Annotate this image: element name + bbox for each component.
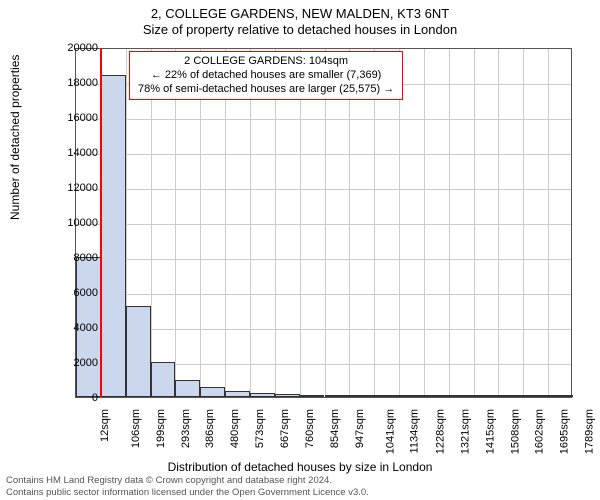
plot-box bbox=[75, 48, 572, 398]
ytick-label: 14000 bbox=[48, 147, 98, 159]
xtick-label: 573sqm bbox=[254, 409, 266, 448]
gridline-v bbox=[399, 49, 400, 397]
gridline-v bbox=[275, 49, 276, 397]
xtick-label: 760sqm bbox=[304, 409, 316, 448]
ytick-label: 16000 bbox=[48, 112, 98, 124]
ytick-label: 10000 bbox=[48, 217, 98, 229]
ytick-label: 4000 bbox=[48, 322, 98, 334]
histogram-bar bbox=[300, 395, 325, 397]
ytick-label: 20000 bbox=[48, 42, 98, 54]
xtick-label: 1134sqm bbox=[409, 409, 421, 453]
footer-line-1: Contains HM Land Registry data © Crown c… bbox=[6, 475, 594, 486]
histogram-bar bbox=[175, 380, 200, 398]
xtick-label: 667sqm bbox=[279, 409, 291, 448]
xtick-label: 1041sqm bbox=[385, 409, 397, 454]
xtick-label: 1415sqm bbox=[484, 409, 496, 454]
gridline-v bbox=[349, 49, 350, 397]
gridline-v bbox=[151, 49, 152, 397]
xtick-label: 1789sqm bbox=[583, 409, 595, 454]
ytick-label: 18000 bbox=[48, 77, 98, 89]
gridline-v bbox=[225, 49, 226, 397]
marker-line bbox=[100, 49, 102, 397]
xtick-label: 1602sqm bbox=[534, 409, 546, 454]
xtick-label: 386sqm bbox=[205, 409, 217, 448]
histogram-bar bbox=[474, 395, 499, 397]
histogram-bar bbox=[424, 395, 449, 397]
histogram-bar bbox=[449, 395, 474, 397]
xtick-label: 1695sqm bbox=[559, 409, 571, 454]
histogram-bar bbox=[498, 395, 523, 397]
histogram-bar bbox=[200, 387, 225, 397]
histogram-bar bbox=[225, 391, 250, 397]
footer-line-2: Contains public sector information licen… bbox=[6, 487, 594, 498]
title-main: 2, COLLEGE GARDENS, NEW MALDEN, KT3 6NT bbox=[0, 0, 600, 21]
footer: Contains HM Land Registry data © Crown c… bbox=[6, 475, 594, 498]
gridline-v bbox=[474, 49, 475, 397]
gridline-v bbox=[250, 49, 251, 397]
gridline-v bbox=[449, 49, 450, 397]
xtick-label: 199sqm bbox=[155, 409, 167, 448]
xtick-label: 12sqm bbox=[99, 409, 111, 442]
annotation-line: ← 22% of detached houses are smaller (7,… bbox=[138, 69, 394, 83]
gridline-v bbox=[325, 49, 326, 397]
histogram-bar bbox=[126, 306, 151, 397]
histogram-bar bbox=[523, 395, 548, 397]
ytick-label: 8000 bbox=[48, 252, 98, 264]
annotation-line: 2 COLLEGE GARDENS: 104sqm bbox=[138, 55, 394, 69]
xtick-label: 106sqm bbox=[130, 409, 142, 448]
histogram-bar bbox=[101, 75, 126, 397]
gridline-v bbox=[175, 49, 176, 397]
gridline-v bbox=[498, 49, 499, 397]
xtick-label: 854sqm bbox=[329, 409, 341, 448]
x-axis-label: Distribution of detached houses by size … bbox=[0, 460, 600, 474]
gridline-v bbox=[300, 49, 301, 397]
annotation-line: 78% of semi-detached houses are larger (… bbox=[138, 83, 394, 97]
histogram-bar bbox=[151, 362, 176, 397]
histogram-bar bbox=[275, 394, 300, 397]
plot-area: 2 COLLEGE GARDENS: 104sqm← 22% of detach… bbox=[75, 48, 572, 398]
gridline-v bbox=[424, 49, 425, 397]
gridline-v bbox=[548, 49, 549, 397]
ytick-label: 6000 bbox=[48, 287, 98, 299]
ytick-label: 12000 bbox=[48, 182, 98, 194]
xtick-label: 1321sqm bbox=[459, 409, 471, 454]
ytick-label: 2000 bbox=[48, 357, 98, 369]
annotation-box: 2 COLLEGE GARDENS: 104sqm← 22% of detach… bbox=[129, 51, 403, 100]
histogram-bar bbox=[349, 395, 374, 397]
title-sub: Size of property relative to detached ho… bbox=[0, 21, 600, 37]
histogram-bar bbox=[325, 395, 350, 397]
xtick-label: 947sqm bbox=[354, 409, 366, 448]
xtick-label: 1508sqm bbox=[509, 409, 521, 454]
histogram-bar bbox=[250, 393, 275, 397]
histogram-bar bbox=[548, 395, 573, 397]
y-axis-label: Number of detached properties bbox=[8, 55, 22, 220]
gridline-v bbox=[200, 49, 201, 397]
histogram-bar bbox=[374, 395, 399, 397]
histogram-bar bbox=[399, 395, 424, 397]
gridline-v bbox=[374, 49, 375, 397]
xtick-label: 293sqm bbox=[180, 409, 192, 448]
gridline-v bbox=[523, 49, 524, 397]
xtick-label: 480sqm bbox=[229, 409, 241, 448]
xtick-label: 1228sqm bbox=[434, 409, 446, 454]
chart-container: 2, COLLEGE GARDENS, NEW MALDEN, KT3 6NT … bbox=[0, 0, 600, 500]
ytick-label: 0 bbox=[48, 392, 98, 404]
